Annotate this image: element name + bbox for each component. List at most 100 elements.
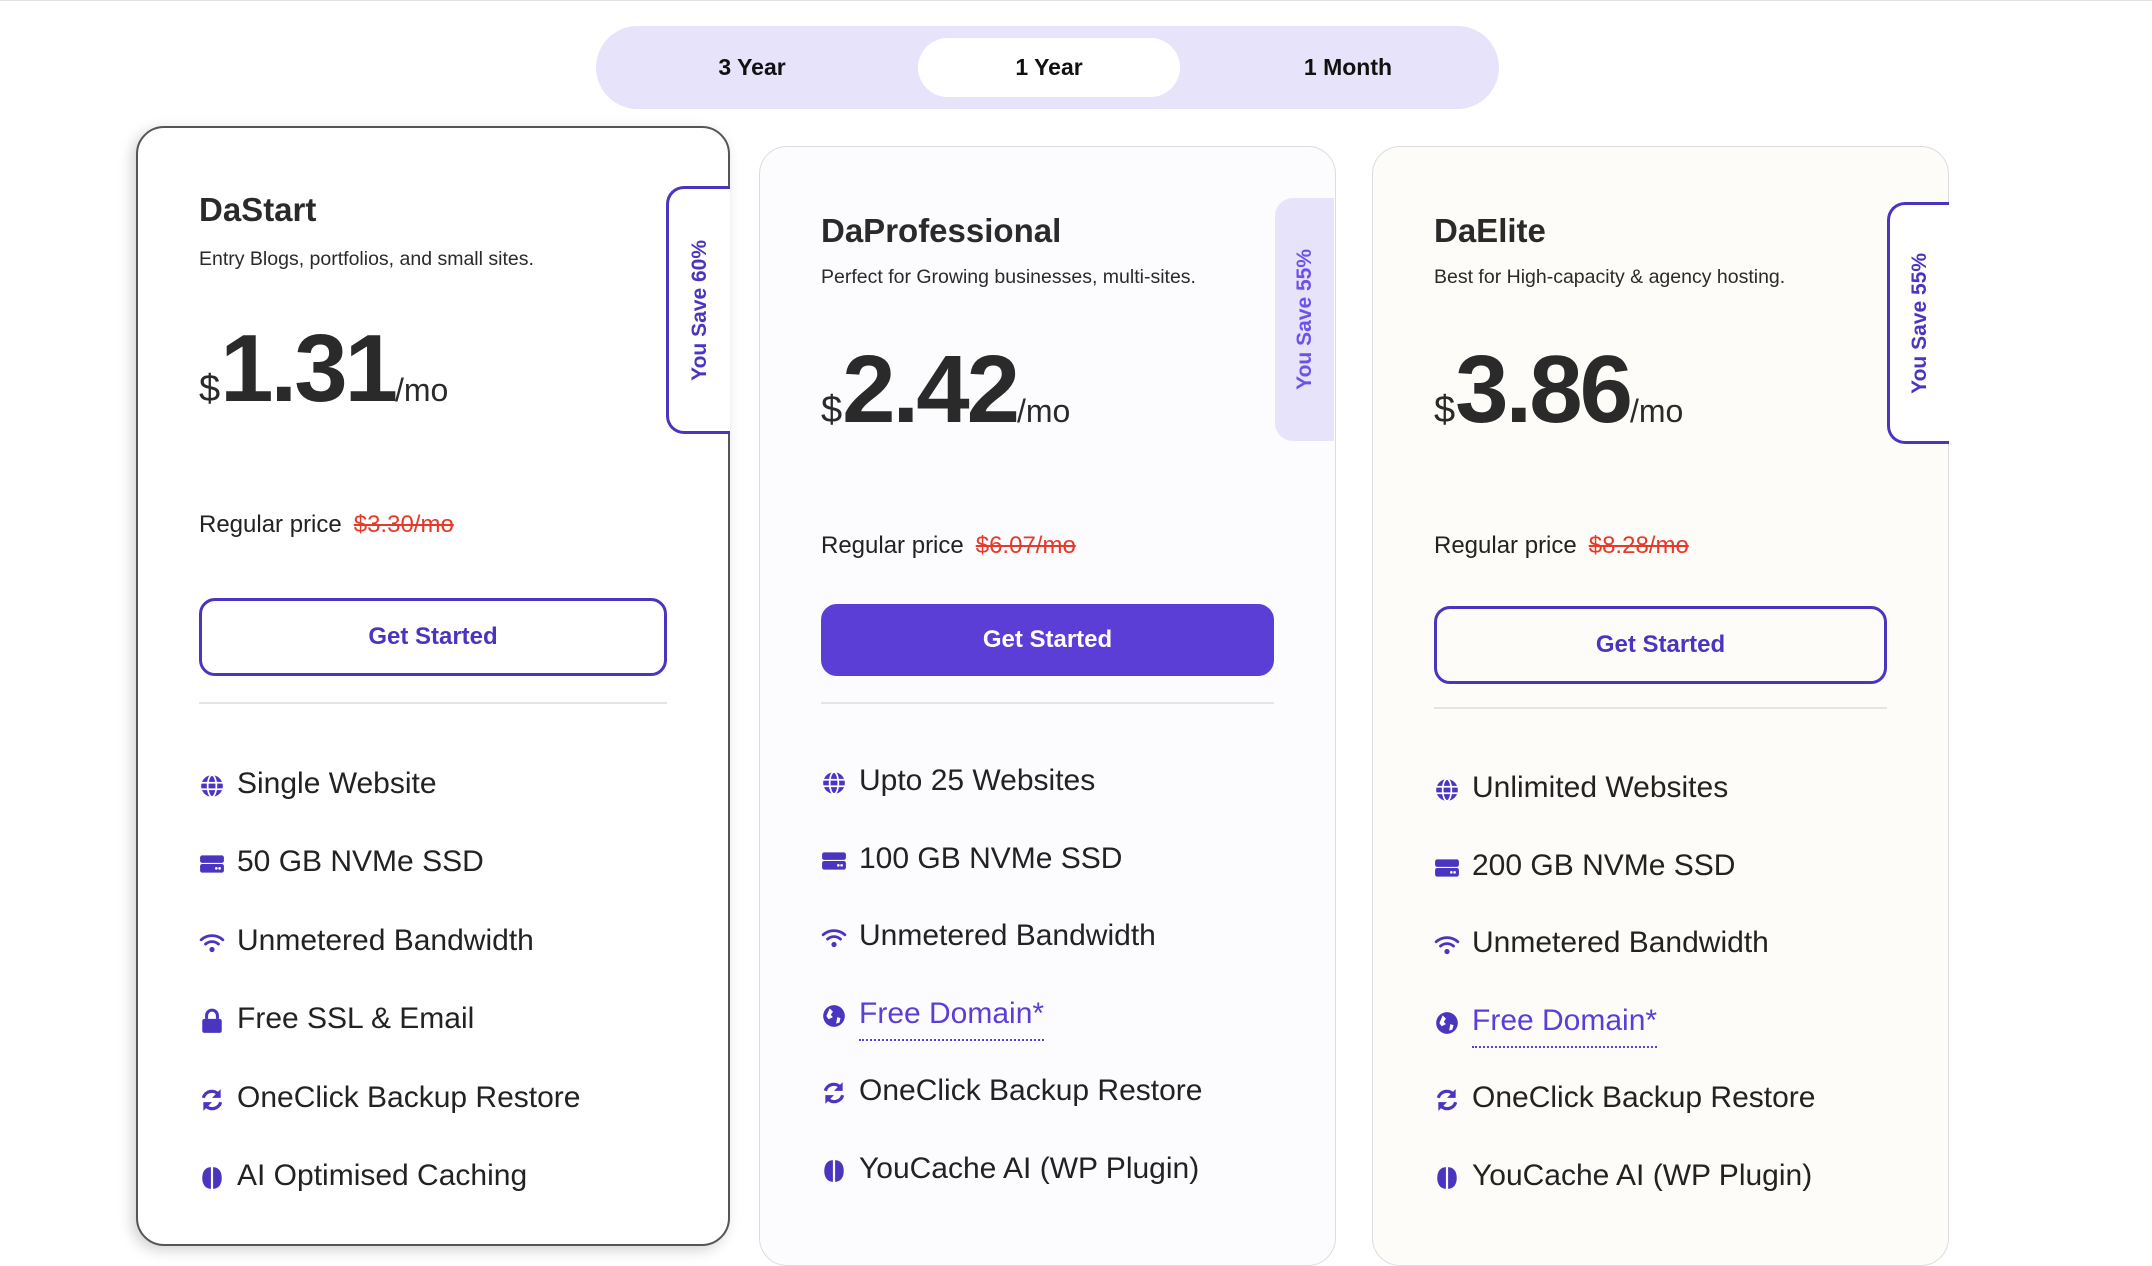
feature-text: OneClick Backup Restore [237,1080,581,1114]
feature-item: OneClick Backup Restore [821,1074,1274,1152]
tab-1-month[interactable]: 1 Month [1303,54,1393,80]
tab-1-year[interactable]: 1 Year [918,38,1180,97]
regular-price: Regular price $6.07/mo [821,532,1076,560]
savings-badge-text: You Save 55% [1907,252,1931,394]
plan-price: $3.86/mo [1434,342,1683,438]
brain-icon [199,1165,225,1191]
feature-text: Upto 25 Websites [859,764,1096,797]
divider [821,702,1274,704]
wifi-icon [199,930,225,956]
feature-item: OneClick Backup Restore [1434,1081,1887,1159]
feature-item: AI Optimised Caching [199,1159,667,1237]
plan-card-dastart: You Save 60% DaStart Entry Blogs, portfo… [136,126,730,1246]
feature-item: OneClick Backup Restore [199,1081,667,1159]
regular-price-value: $3.30/mo [353,511,454,538]
feature-item: Upto 25 Websites [821,764,1274,842]
feature-text: OneClick Backup Restore [859,1074,1203,1107]
feature-text: Unmetered Bandwidth [859,919,1156,952]
regular-price-label: Regular price [821,532,964,559]
tab-3-year[interactable]: 3 Year [718,54,786,80]
brain-icon [1434,1165,1460,1191]
divider [199,702,667,704]
feature-item: Free Domain* [1434,1004,1887,1082]
refresh-icon [821,1080,847,1106]
price-period: /mo [1629,393,1684,429]
feature-text: 50 GB NVMe SSD [237,845,484,879]
feature-item: 100 GB NVMe SSD [821,842,1274,920]
feature-text: Unmetered Bandwidth [237,923,534,957]
drive-icon [1434,855,1460,881]
free-domain-link[interactable]: Free Domain* [859,997,1045,1041]
price-amount: 3.86 [1455,336,1633,443]
currency-symbol: $ [199,368,221,410]
savings-badge-text: You Save 60% [687,239,711,381]
feature-text: Single Website [237,767,437,800]
currency-symbol: $ [821,389,843,431]
feature-text: 100 GB NVMe SSD [859,841,1123,875]
feature-list: Upto 25 Websites 100 GB NVMe SSD Unmetered… [821,764,1274,1229]
regular-price-value: $6.07/mo [975,532,1076,559]
price-amount: 1.31 [220,315,398,422]
feature-item: Unlimited Websites [1434,771,1887,849]
feature-item: Single Website [199,767,667,845]
get-started-button[interactable]: Get Started [199,598,667,676]
feature-item: 50 GB NVMe SSD [199,845,667,923]
plan-description: Perfect for Growing businesses, multi-si… [821,266,1196,288]
savings-badge-text: You Save 55% [1292,249,1316,390]
feature-item: YouCache AI (WP Plugin) [1434,1159,1887,1237]
feature-list: Single Website 50 GB NVMe SSD Unmetered Ba… [199,767,667,1237]
feature-text: OneClick Backup Restore [1472,1081,1816,1114]
billing-period-toggle: 3 Year 1 Year 1 Month [596,26,1499,109]
plan-description: Best for High-capacity & agency hosting. [1434,266,1786,288]
globe-icon [1434,777,1460,803]
feature-text: YouCache AI (WP Plugin) [1472,1158,1813,1192]
wifi-icon [821,925,847,951]
savings-badge: You Save 60% [666,186,730,434]
feature-item: Unmetered Bandwidth [821,919,1274,997]
savings-badge: You Save 55% [1275,198,1334,441]
refresh-icon [199,1087,225,1113]
globe-icon [821,770,847,796]
regular-price: Regular price $8.28/mo [1434,532,1689,560]
feature-text: 200 GB NVMe SSD [1472,848,1736,882]
drive-icon [199,851,225,877]
currency-symbol: $ [1434,389,1456,431]
get-started-button[interactable]: Get Started [821,604,1274,676]
savings-badge: You Save 55% [1887,202,1949,444]
feature-list: Unlimited Websites 200 GB NVMe SSD Unmeter… [1434,771,1887,1236]
globe-icon [199,773,225,799]
regular-price-label: Regular price [1434,532,1577,559]
feature-item: Unmetered Bandwidth [199,924,667,1002]
plan-name: DaProfessional [821,212,1062,249]
plan-name: DaElite [1434,212,1546,249]
brain-icon [821,1158,847,1184]
plan-name: DaStart [199,191,317,228]
plan-price: $2.42/mo [821,342,1070,438]
lock-icon [199,1008,225,1034]
feature-text: Free SSL & Email [237,1002,475,1036]
feature-item: Free SSL & Email [199,1002,667,1080]
feature-item: Unmetered Bandwidth [1434,926,1887,1004]
feature-text: YouCache AI (WP Plugin) [859,1151,1200,1185]
feature-text: Unmetered Bandwidth [1472,926,1769,959]
feature-item: YouCache AI (WP Plugin) [821,1152,1274,1230]
plan-price: $1.31/mo [199,321,448,417]
feature-item: 200 GB NVMe SSD [1434,849,1887,927]
price-amount: 2.42 [842,336,1020,443]
wifi-icon [1434,932,1460,958]
feature-text: AI Optimised Caching [237,1158,528,1192]
feature-item: Free Domain* [821,997,1274,1075]
divider [1434,707,1887,709]
regular-price: Regular price $3.30/mo [199,511,454,539]
earth-icon [1434,1010,1460,1036]
refresh-icon [1434,1087,1460,1113]
earth-icon [821,1003,847,1029]
get-started-button[interactable]: Get Started [1434,606,1887,684]
free-domain-link[interactable]: Free Domain* [1472,1004,1658,1048]
feature-text: Unlimited Websites [1472,771,1729,804]
regular-price-label: Regular price [199,511,342,538]
price-period: /mo [1016,393,1071,429]
plan-description: Entry Blogs, portfolios, and small sites… [199,248,534,270]
drive-icon [821,848,847,874]
plan-card-daelite: You Save 55% DaElite Best for High-capac… [1372,146,1949,1266]
